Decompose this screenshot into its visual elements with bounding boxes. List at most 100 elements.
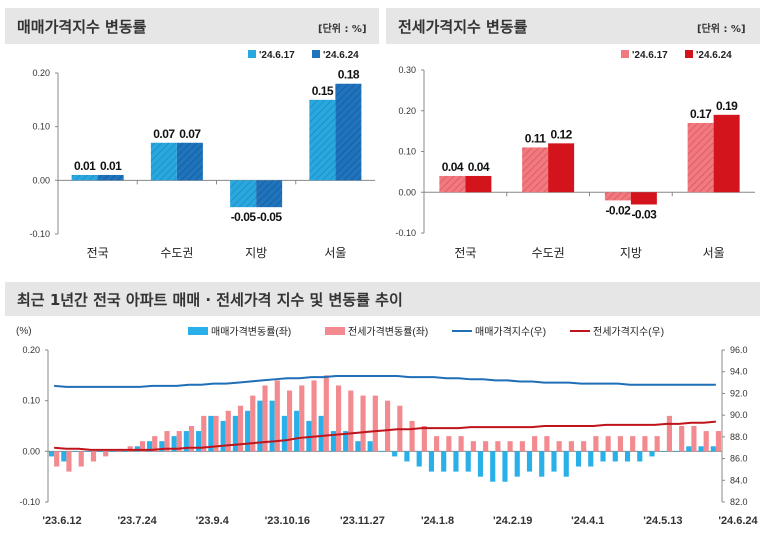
chart2-category-label: 지방 (620, 246, 642, 260)
chart2-ytick-label: 0.20 (398, 106, 416, 116)
chart3-legend-swatch (325, 327, 345, 335)
chart2-bar (630, 192, 657, 205)
chart2-bar (604, 192, 631, 201)
chart3-sale-change-bar (269, 400, 275, 452)
chart3-sale-change-bar (343, 431, 349, 452)
chart3-jeonse-change-bar (581, 441, 587, 452)
chart2-ytick-label: 0.30 (398, 65, 416, 75)
chart3-sale-change-bar (97, 451, 104, 452)
chart2-bar (713, 114, 740, 193)
chart3-sale-index-line (54, 375, 716, 388)
chart3-jeonse-change-bar (274, 380, 280, 452)
chart3-jeonse-change-bar (617, 436, 623, 452)
chart3-sale-change-bar (85, 451, 91, 452)
chart3-legend-label: 매매가격지수(우) (475, 325, 546, 338)
chart3-sale-change-bar (208, 415, 214, 452)
chart3-sale-change-bar (465, 451, 471, 472)
chart1-ytick-label: 0.00 (32, 175, 50, 185)
chart3-xtick-label: '23.7.24 (117, 515, 157, 527)
chart3-ytick-right-label: 94.0 (730, 367, 748, 377)
chart1-legend-swatch (312, 50, 320, 58)
chart3-sale-change-bar (110, 451, 116, 452)
chart3-jeonse-change-bar (507, 441, 513, 452)
chart1-ytick-label: -0.10 (29, 229, 50, 239)
chart3-jeonse-change-bar (299, 385, 305, 452)
chart3-sale-change-bar (637, 451, 643, 462)
chart2-unit: [단위 : %] (697, 24, 746, 35)
chart3-jeonse-change-bar (593, 436, 599, 452)
chart3-jeonse-change-bar (66, 451, 72, 472)
chart1-value-label: 0.07 (153, 127, 175, 141)
chart2-bar (687, 122, 714, 193)
chart3-sale-change-bar (379, 451, 385, 452)
chart3-ytick-left-label: 0.20 (22, 345, 40, 355)
chart3-jeonse-change-bar (666, 415, 673, 452)
chart3-ytick-right-label: 88.0 (730, 432, 748, 442)
chart2-category-label: 수도권 (532, 246, 565, 260)
chart3-legend-label: 전세가격변동률(좌) (348, 325, 428, 338)
chart1-category-label: 전국 (87, 246, 109, 260)
chart3-jeonse-change-bar (421, 426, 427, 452)
chart3-jeonse-change-bar (78, 451, 84, 467)
chart3-jeonse-change-bar (409, 420, 415, 452)
chart3-xtick-label: '23.9.4 (196, 515, 230, 527)
chart3-sale-change-bar (600, 451, 606, 462)
chart3-xtick-label: '24.6.24 (718, 515, 758, 527)
chart3-title: 최근 1년간 전국 아파트 매매 · 전세가격 지수 및 변동률 추이 (5, 282, 760, 316)
chart2-category-label: 전국 (454, 246, 476, 260)
chart3-sale-change-bar (122, 451, 128, 452)
chart1-bar (309, 99, 336, 181)
chart3-jeonse-change-bar (201, 415, 207, 452)
chart2-value-label: -0.03 (631, 207, 657, 221)
chart3-sale-change-bar (428, 451, 435, 472)
chart3-jeonse-change-bar (703, 431, 709, 452)
chart1-category-label: 지방 (245, 246, 267, 260)
chart3-sale-change-bar (404, 451, 410, 462)
chart3-jeonse-change-bar (691, 426, 697, 452)
chart1-bar (150, 142, 177, 181)
chart3-jeonse-change-bar (237, 405, 244, 452)
chart3-jeonse-change-bar (642, 436, 648, 452)
chart1-legend-swatch (248, 50, 256, 58)
chart3-sale-change-bar (330, 431, 336, 452)
chart3-jeonse-change-bar (164, 431, 170, 452)
chart1-ytick-label: 0.20 (32, 68, 50, 78)
chart3-sale-change-bar (514, 451, 520, 477)
chart3-sale-change-bar (159, 441, 165, 452)
chart3-ytick-right-label: 92.0 (730, 388, 748, 398)
chart1-value-label: -0.05 (257, 210, 283, 224)
chart2-bar (548, 143, 575, 193)
chart3-jeonse-index-line (54, 420, 716, 451)
chart1-value-label: -0.05 (231, 210, 257, 224)
chart3-jeonse-change-bar (311, 380, 317, 452)
chart3-xtick-label: '24.1.8 (421, 515, 454, 527)
chart3-jeonse-change-bar (495, 441, 501, 452)
chart3-jeonse-change-bar (250, 395, 256, 452)
chart3-sale-change-bar (710, 446, 716, 452)
chart3-ylabel-left: (%) (16, 326, 32, 337)
chart3-xtick-label: '23.11.27 (340, 515, 385, 527)
chart3-jeonse-change-bar (532, 436, 538, 452)
chart1-ytick-label: 0.10 (32, 122, 50, 132)
chart3-jeonse-change-bar (630, 436, 636, 452)
chart3-jeonse-change-bar (213, 415, 219, 452)
chart2-bar (439, 175, 466, 193)
chart1-title: 매매가격지수 변동률 (5, 8, 379, 44)
chart3-jeonse-change-bar (90, 451, 97, 462)
chart3-jeonse-change-bar (679, 426, 685, 452)
chart1-value-label: 0.07 (179, 127, 201, 141)
chart3-jeonse-change-bar (262, 385, 268, 452)
chart3-sale-change-bar (232, 415, 238, 452)
chart3-sale-change-bar (281, 415, 287, 452)
chart1-value-label: 0.01 (74, 159, 96, 173)
chart2-ytick-label: 0.10 (398, 147, 416, 157)
chart3-sale-change-bar (563, 451, 569, 477)
chart2-ytick-label: 0.00 (398, 187, 416, 197)
chart3-jeonse-change-bar (715, 431, 722, 452)
chart1-unit: [단위 : %] (318, 24, 367, 35)
chart3-jeonse-change-bar (458, 436, 464, 452)
chart2-title: 전세가격지수 변동률 (386, 8, 760, 44)
chart1-category-label: 서울 (324, 246, 346, 260)
chart3-jeonse-change-bar (434, 436, 440, 452)
chart3-sale-change-bar (318, 415, 324, 452)
